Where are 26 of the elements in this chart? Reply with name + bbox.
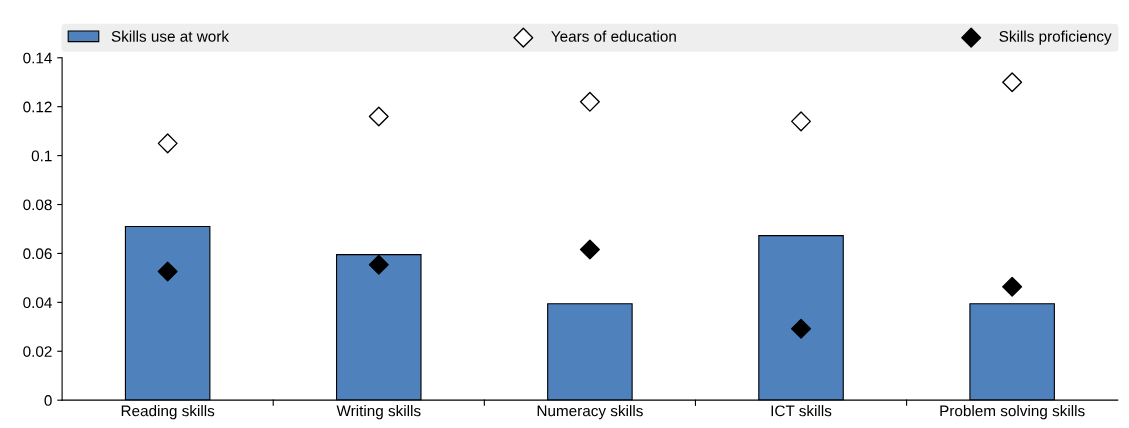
legend-label: Skills proficiency — [999, 30, 1112, 45]
y-tick-label: 0.12 — [23, 101, 52, 113]
point — [1002, 276, 1023, 297]
y-tick-label: 0 — [44, 395, 52, 406]
y-tick-label: 0.02 — [23, 346, 52, 357]
legend-label: Skills use at work — [111, 30, 230, 42]
point — [579, 239, 600, 260]
x-tick-label: Numeracy skills — [537, 405, 643, 420]
x-tick-label: Reading skills — [121, 405, 215, 420]
x-tick-label: ICT skills — [771, 405, 832, 417]
y-tick-label: 0.14 — [23, 52, 52, 64]
point — [157, 261, 178, 282]
point — [791, 318, 812, 339]
y-tick-label: 0.04 — [23, 297, 52, 309]
y-tick-label: 0.08 — [23, 199, 52, 211]
legend-label: Years of education — [551, 30, 676, 42]
y-tick-label: 0.1 — [31, 150, 52, 162]
point — [1002, 72, 1023, 93]
x-tick-label: Problem solving skills — [940, 405, 1085, 420]
y-tick-label: 0.06 — [23, 248, 52, 260]
x-tick-label: Writing skills — [336, 405, 421, 420]
point — [579, 91, 600, 112]
point — [791, 111, 812, 132]
point — [368, 254, 389, 275]
point — [368, 106, 389, 127]
point — [157, 133, 178, 154]
